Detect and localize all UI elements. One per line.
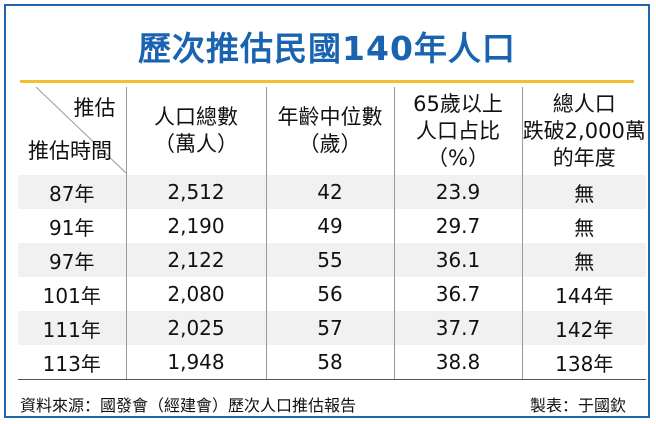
table-row: 101年 2,080 56 36.7 144年 [18, 277, 646, 311]
row-label: 111年 [18, 311, 126, 345]
corner-diagonal [35, 87, 126, 174]
cell-total-population: 1,948 [125, 345, 266, 380]
corner-label-projection: 推估 [73, 96, 116, 120]
col-header-line: 年齡中位數 [277, 105, 383, 129]
cell-elderly-share: 37.7 [393, 311, 522, 345]
cell-median-age: 42 [265, 175, 394, 209]
cell-below-20m-year: 無 [521, 209, 646, 243]
cell-total-population: 2,190 [125, 209, 266, 243]
col-header-line: （%） [427, 145, 489, 170]
cell-total-population: 2,080 [125, 277, 266, 311]
col-header-line: （歲） [298, 132, 362, 156]
table-row: 113年 1,948 58 38.8 138年 [18, 345, 646, 380]
col-header-median-age: 年齡中位數 （歲） [265, 87, 394, 175]
chart-title: 歷次推估民國140年人口 [138, 29, 516, 68]
col-header-line: 人口總數 [154, 105, 238, 129]
col-header-line: 跌破2,000萬 [522, 118, 646, 143]
table-row: 97年 2,122 55 36.1 無 [18, 243, 646, 277]
cell-below-20m-year: 144年 [521, 277, 646, 311]
row-label: 113年 [18, 345, 126, 380]
cell-median-age: 55 [265, 243, 394, 277]
cell-below-20m-year: 無 [521, 243, 646, 277]
table-row: 87年 2,512 42 23.9 無 [18, 175, 646, 209]
table-row: 91年 2,190 49 29.7 無 [18, 209, 646, 243]
maker-credit: 製表：于國欽 [529, 396, 626, 415]
col-header-line: 人口占比 [416, 118, 500, 143]
row-label: 87年 [18, 175, 126, 209]
source-note: 資料來源：國發會（經建會）歷次人口推估報告 [20, 396, 357, 415]
corner-label-projection-time: 推估時間 [28, 139, 112, 163]
cell-median-age: 49 [265, 209, 394, 243]
cell-elderly-share: 23.9 [393, 175, 522, 209]
row-label: 91年 [49, 215, 95, 240]
cell-elderly-share: 29.7 [393, 209, 522, 243]
col-header-elderly-share: 65歲以上 人口占比 （%） [393, 87, 522, 175]
cell-below-20m-year: 無 [521, 175, 646, 209]
table-row: 111年 2,025 57 37.7 142年 [18, 311, 646, 345]
cell-median-age: 57 [265, 311, 394, 345]
cell-below-20m-year: 138年 [521, 345, 646, 380]
row-label: 97年 [18, 243, 126, 277]
col-header-line: 65歲以上 [413, 91, 503, 116]
col-header-total-population: 人口總數 （萬人） [125, 87, 266, 175]
cell-below-20m-year: 142年 [521, 311, 646, 345]
col-header-line: （萬人） [154, 132, 238, 156]
projection-table: 推估 推估時間 人口總數 （萬人） 年齡中位數 （歲） 65歲以上 人口占比 （… [18, 87, 646, 380]
cell-total-population: 2,025 [125, 311, 266, 345]
col-header-below-20m-year: 總人口 跌破2,000萬 的年度 [521, 87, 646, 175]
cell-elderly-share: 36.1 [393, 243, 522, 277]
row-label: 101年 [42, 283, 101, 308]
col-header-line: 的年度 [552, 145, 616, 170]
table-corner-header: 推估 推估時間 [18, 87, 126, 175]
cell-median-age: 56 [265, 277, 394, 311]
infographic-frame: 歷次推估民國140年人口 推估 推估時間 人口總數 （萬人） [4, 4, 650, 418]
title-divider [20, 80, 634, 83]
cell-total-population: 2,512 [125, 175, 266, 209]
cell-elderly-share: 38.8 [393, 345, 522, 380]
cell-elderly-share: 36.7 [393, 277, 522, 311]
col-header-line: 總人口 [552, 91, 616, 116]
footer: 資料來源：國發會（經建會）歷次人口推估報告 製表：于國欽 [20, 389, 634, 417]
cell-total-population: 2,122 [125, 243, 266, 277]
cell-median-age: 58 [265, 345, 394, 380]
